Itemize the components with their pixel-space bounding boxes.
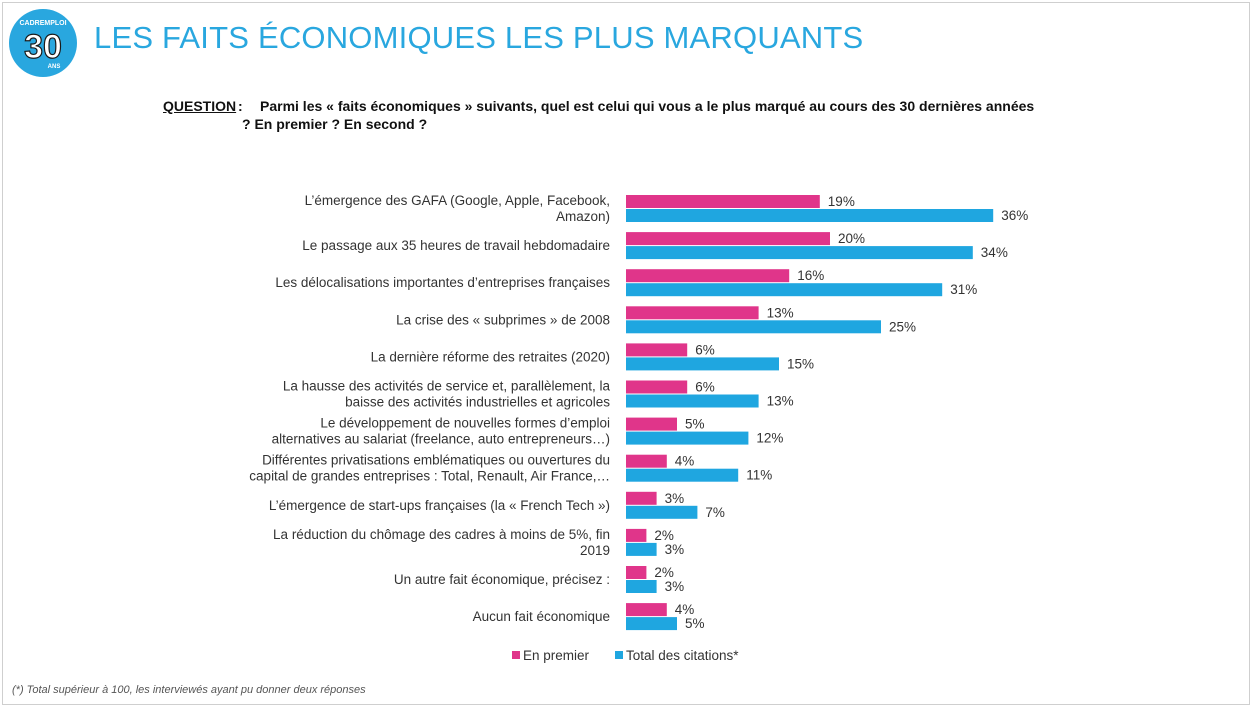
category-label: La réduction du chômage des cadres à moi…: [273, 527, 610, 542]
legend-swatch-en-premier: [512, 651, 520, 659]
bar-total-citations: [626, 505, 698, 519]
bar-total-citations: [626, 580, 657, 593]
page-title: LES FAITS ÉCONOMIQUES LES PLUS MARQUANTS: [94, 20, 864, 55]
bar-en-premier: [626, 528, 647, 542]
bar-en-premier: [626, 232, 830, 246]
bar-total-citations: [626, 246, 973, 260]
bar-en-premier: [626, 491, 657, 505]
data-label-en-premier: 6%: [695, 380, 715, 395]
data-label-en-premier: 20%: [838, 231, 865, 246]
data-label-en-premier: 16%: [797, 268, 824, 283]
data-label-en-premier: 2%: [654, 528, 674, 543]
category-label: Un autre fait économique, précisez :: [394, 572, 610, 587]
category-label: 2019: [580, 543, 610, 558]
category-label: La crise des « subprimes » de 2008: [396, 312, 610, 327]
data-label-total-citations: 15%: [787, 356, 814, 371]
data-label-total-citations: 12%: [756, 431, 783, 446]
logo-brand-text: CADREMPLOI: [19, 20, 66, 27]
data-label-total-citations: 3%: [665, 579, 685, 594]
bar-en-premier: [626, 566, 647, 579]
data-label-total-citations: 11%: [746, 468, 772, 483]
category-label: Amazon): [556, 209, 610, 224]
legend-label-en-premier: En premier: [523, 648, 590, 663]
bar-total-citations: [626, 320, 881, 334]
question-label: QUESTION: [163, 98, 237, 114]
data-label-en-premier: 13%: [767, 305, 794, 320]
category-label: Différentes privatisations emblématiques…: [262, 453, 610, 468]
category-label: Le passage aux 35 heures de travail hebd…: [302, 238, 610, 253]
bar-total-citations: [626, 431, 749, 445]
data-label-en-premier: 3%: [665, 491, 685, 506]
footnote: (*) Total supérieur à 100, les interview…: [12, 684, 366, 696]
bar-en-premier: [626, 380, 688, 394]
data-label-total-citations: 5%: [685, 616, 705, 631]
data-label-total-citations: 34%: [981, 245, 1008, 260]
data-label-en-premier: 6%: [695, 342, 715, 357]
category-label: L’émergence de start-ups françaises (la …: [269, 498, 610, 513]
bar-en-premier: [626, 343, 688, 357]
data-label-total-citations: 3%: [665, 542, 685, 557]
logo-sub-text: ANS: [48, 64, 61, 70]
bar-en-premier: [626, 603, 667, 617]
bar-total-citations: [626, 357, 779, 371]
logo-circle: [9, 9, 77, 77]
bar-total-citations: [626, 394, 759, 408]
data-label-total-citations: 13%: [767, 394, 794, 409]
question-text: Parmi les « faits économiques » suivants…: [242, 98, 1035, 132]
category-label: capital de grandes entreprises : Total, …: [249, 469, 610, 484]
category-label: La dernière réforme des retraites (2020): [371, 349, 610, 364]
category-label: La hausse des activités de service et, p…: [283, 379, 611, 394]
bar-en-premier: [626, 417, 677, 431]
bar-total-citations: [626, 468, 739, 482]
data-label-total-citations: 31%: [950, 282, 977, 297]
legend-label-total-citations: Total des citations*: [626, 648, 739, 663]
bar-total-citations: [626, 542, 657, 556]
bar-en-premier: [626, 306, 759, 320]
data-label-en-premier: 2%: [654, 565, 674, 580]
data-label-en-premier: 4%: [675, 454, 695, 469]
category-label: baisse des activités industrielles et ag…: [345, 395, 610, 410]
category-label: Les délocalisations importantes d’entrep…: [275, 275, 610, 290]
bar-en-premier: [626, 195, 820, 208]
data-label-total-citations: 7%: [705, 505, 725, 520]
data-label-total-citations: 25%: [889, 319, 916, 334]
data-label-en-premier: 19%: [828, 194, 855, 209]
data-label-en-premier: 4%: [675, 602, 695, 617]
question-colon: :: [238, 98, 243, 114]
category-label: Aucun fait économique: [473, 609, 610, 624]
logo: CADREMPLOI 30 ANS: [9, 9, 77, 77]
category-label: Le développement de nouvelles formes d’e…: [320, 416, 610, 431]
data-label-total-citations: 36%: [1001, 208, 1028, 223]
category-label: L’émergence des GAFA (Google, Apple, Fac…: [305, 193, 610, 208]
bar-total-citations: [626, 283, 943, 297]
logo-number: 30: [24, 28, 62, 66]
data-label-en-premier: 5%: [685, 417, 705, 432]
bar-total-citations: [626, 617, 677, 631]
bar-en-premier: [626, 269, 790, 283]
bar-en-premier: [626, 454, 667, 468]
category-label: alternatives au salariat (freelance, aut…: [272, 432, 610, 447]
legend-swatch-total-citations: [615, 651, 623, 659]
bar-total-citations: [626, 209, 994, 222]
